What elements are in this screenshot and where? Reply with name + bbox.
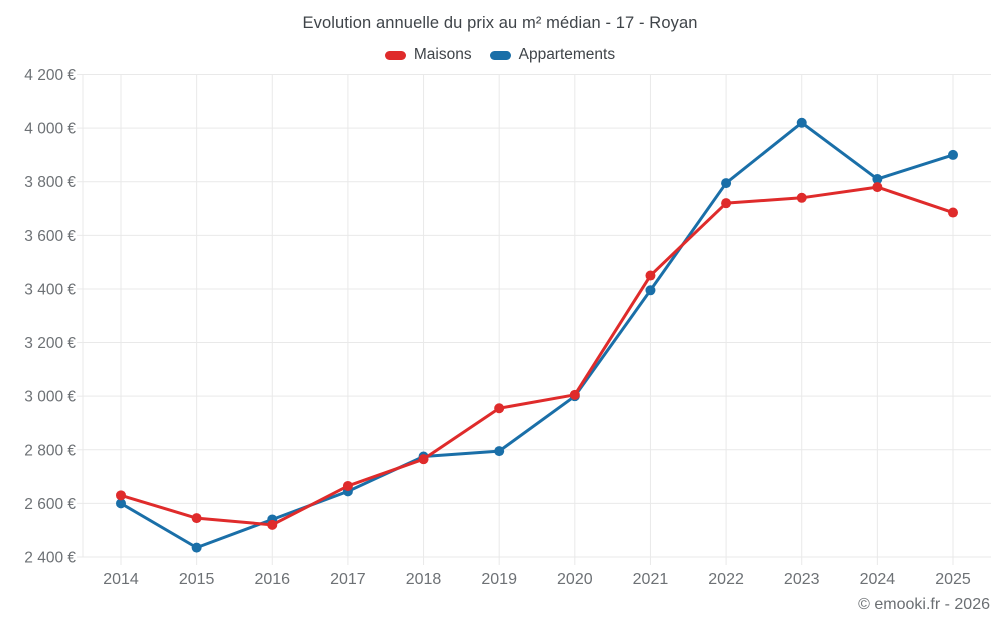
data-point-appartements-2014[interactable]	[116, 498, 126, 509]
data-point-maisons-2014[interactable]	[116, 490, 126, 501]
y-tick-label: 3 800 €	[24, 174, 76, 191]
x-tick-label: 2016	[254, 571, 290, 588]
y-tick-label: 2 600 €	[24, 496, 76, 513]
x-tick-label: 2025	[935, 571, 971, 588]
x-tick-label: 2018	[406, 571, 442, 588]
data-point-appartements-2021[interactable]	[645, 285, 656, 296]
x-tick-label: 2020	[557, 571, 593, 588]
data-point-maisons-2024[interactable]	[872, 182, 883, 193]
x-tick-label: 2021	[633, 571, 669, 588]
chart-legend: Maisons Appartements	[0, 46, 1000, 64]
legend-swatch-maisons-icon	[384, 50, 406, 60]
y-tick-label: 4 200 €	[24, 67, 76, 84]
x-tick-label: 2024	[860, 571, 896, 588]
data-point-appartements-2025[interactable]	[948, 149, 958, 160]
data-point-appartements-2022[interactable]	[721, 178, 732, 189]
legend-label-maisons: Maisons	[413, 46, 472, 63]
data-point-appartements-2024[interactable]	[872, 174, 883, 185]
chart-title: Evolution annuelle du prix au m² médian …	[302, 14, 698, 32]
data-point-appartements-2015[interactable]	[191, 542, 202, 553]
data-point-maisons-2022[interactable]	[721, 198, 732, 209]
data-point-maisons-2017[interactable]	[342, 480, 353, 491]
y-tick-label: 2 800 €	[24, 442, 76, 459]
legend-item-appartements[interactable]: Appartements	[489, 46, 616, 64]
y-tick-label: 3 000 €	[24, 389, 76, 406]
y-tick-label: 3 400 €	[24, 281, 76, 298]
x-tick-label: 2015	[179, 571, 215, 588]
footer-credit: © emooki.fr - 2026	[858, 596, 990, 613]
x-tick-label: 2017	[330, 571, 366, 588]
data-point-maisons-2016[interactable]	[267, 519, 278, 530]
data-point-maisons-2015[interactable]	[191, 513, 202, 524]
y-tick-label: 4 000 €	[24, 121, 76, 138]
series-line-appartements	[119, 121, 955, 550]
x-tick-label: 2019	[481, 571, 517, 588]
y-tick-label: 3 200 €	[24, 335, 76, 352]
data-point-maisons-2018[interactable]	[418, 454, 429, 465]
data-point-maisons-2019[interactable]	[494, 403, 505, 414]
x-tick-label: 2022	[708, 571, 744, 588]
y-tick-label: 3 600 €	[24, 228, 76, 245]
y-tick-label: 2 400 €	[24, 550, 76, 567]
legend-swatch-appartements-icon	[489, 50, 511, 60]
data-point-appartements-2023[interactable]	[796, 117, 807, 128]
data-point-maisons-2020[interactable]	[569, 389, 580, 400]
data-point-maisons-2023[interactable]	[796, 192, 807, 203]
data-point-maisons-2025[interactable]	[948, 207, 958, 218]
legend-label-appartements: Appartements	[518, 46, 616, 63]
x-tick-label: 2023	[784, 571, 820, 588]
series-line-maisons	[119, 185, 955, 527]
data-point-appartements-2019[interactable]	[494, 446, 505, 457]
x-tick-label: 2014	[103, 571, 139, 588]
legend-item-maisons[interactable]: Maisons	[384, 46, 472, 64]
data-point-maisons-2021[interactable]	[645, 270, 656, 281]
